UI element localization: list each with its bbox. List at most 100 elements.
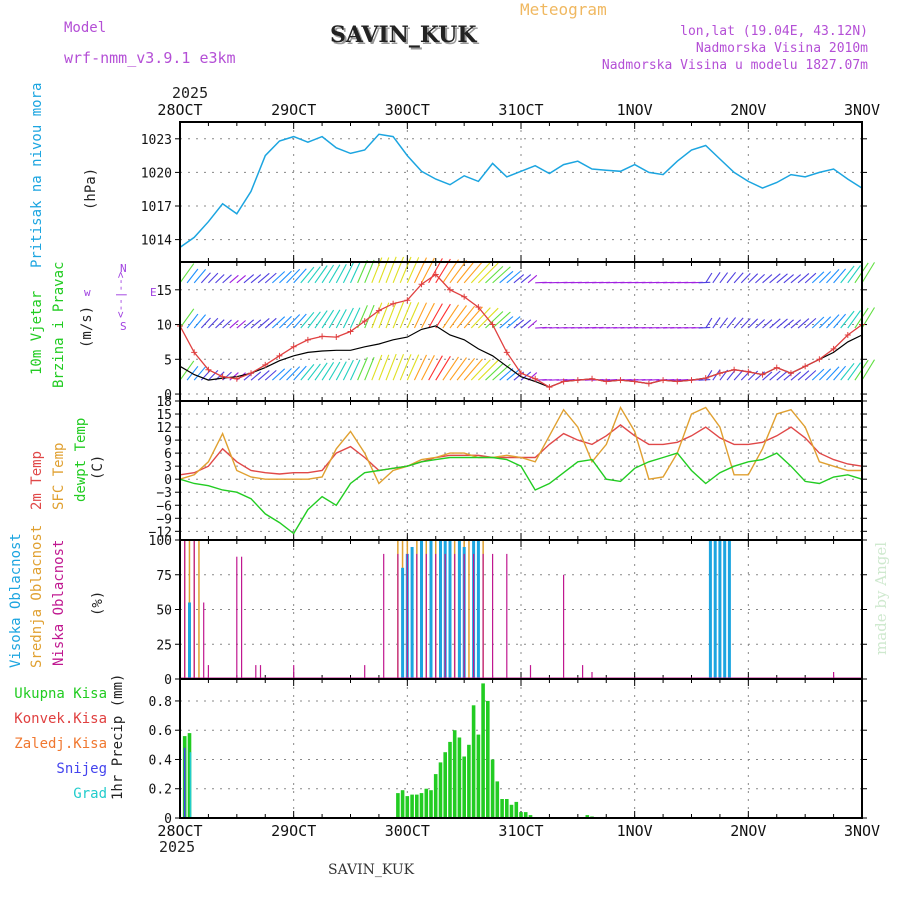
precip-total-bar bbox=[419, 793, 424, 818]
precip-total-bar bbox=[433, 774, 438, 818]
panel-frame bbox=[179, 678, 863, 819]
high-cloud-bar bbox=[401, 567, 405, 679]
wind-barb bbox=[847, 310, 861, 329]
wind-speed-marker bbox=[731, 366, 738, 373]
wind-barb bbox=[222, 319, 232, 329]
wind-barb bbox=[470, 307, 491, 329]
wind-barb bbox=[293, 365, 307, 381]
wind-barb bbox=[328, 264, 341, 284]
date-label-top: 29OCT bbox=[271, 101, 316, 119]
y-tick-label: 0 bbox=[164, 673, 172, 688]
low-cloud-bar bbox=[563, 574, 565, 680]
low-cloud-bar bbox=[364, 665, 366, 679]
precip-total-bar bbox=[519, 812, 523, 818]
high-cloud-bar bbox=[718, 540, 722, 679]
wind-barb bbox=[463, 358, 483, 381]
wind-barb bbox=[776, 318, 788, 329]
panel-frame bbox=[179, 121, 863, 263]
wind-barb bbox=[222, 274, 232, 284]
grad-bar bbox=[189, 752, 192, 818]
wind-barb bbox=[350, 307, 361, 329]
y-tick-label: 10 bbox=[156, 319, 172, 334]
wind-speed-marker bbox=[418, 281, 425, 288]
wind-barb bbox=[257, 370, 270, 381]
station-title: SAVIN_KUK bbox=[330, 22, 477, 48]
low-cloud-bar bbox=[833, 672, 835, 679]
wind-barb bbox=[179, 263, 195, 284]
grad-label: Grad bbox=[73, 786, 107, 802]
wind-barb bbox=[797, 370, 810, 381]
wind-barb bbox=[840, 265, 855, 284]
wind-barb bbox=[215, 274, 225, 284]
wind-barb bbox=[264, 272, 277, 284]
wind-barb bbox=[314, 310, 328, 329]
wind-speed-marker bbox=[518, 370, 524, 377]
wind-speed-marker bbox=[560, 378, 567, 385]
wind-barb bbox=[271, 316, 286, 329]
date-label-top: 31OCT bbox=[498, 101, 543, 119]
wind-barb bbox=[208, 370, 219, 381]
wind-barb bbox=[193, 269, 207, 284]
precip-total-bar bbox=[462, 756, 466, 818]
wind-barb bbox=[342, 262, 354, 284]
wind-barb bbox=[705, 317, 713, 329]
wind-barb bbox=[477, 359, 499, 381]
precip-total-bar bbox=[396, 793, 400, 818]
precip-total-bar bbox=[457, 737, 462, 818]
pressure-line bbox=[179, 133, 863, 249]
wind-speed-marker bbox=[475, 304, 482, 311]
wind-speed-marker bbox=[645, 380, 652, 387]
wind-speed-marker bbox=[446, 286, 453, 293]
low-cloud-bar bbox=[425, 553, 427, 679]
precip-total-bar bbox=[415, 794, 419, 818]
wind-speed-marker bbox=[290, 343, 297, 350]
wind-barb bbox=[321, 309, 335, 329]
compass-west: w bbox=[84, 286, 91, 299]
wind-speed-marker bbox=[375, 307, 382, 314]
y-tick-label: 1023 bbox=[141, 133, 172, 148]
wind-barb bbox=[399, 354, 412, 381]
wind-barb bbox=[421, 302, 435, 329]
wind-barb bbox=[513, 319, 525, 329]
wind-speed-marker bbox=[390, 300, 397, 307]
wind-barb bbox=[279, 270, 292, 284]
high-cloud-bar bbox=[429, 540, 433, 679]
low-cloud-bar bbox=[193, 540, 195, 679]
wind-barb bbox=[307, 363, 321, 381]
wind-barb bbox=[755, 273, 765, 284]
wind-barb bbox=[470, 262, 491, 284]
wind-barb bbox=[215, 319, 225, 329]
wind-barb bbox=[371, 302, 383, 329]
wind-barb bbox=[847, 362, 861, 381]
wind-barb bbox=[506, 316, 521, 329]
wind-barb bbox=[712, 271, 721, 284]
y-tick-label: 0.8 bbox=[149, 695, 172, 710]
panel-frame bbox=[179, 539, 863, 680]
wind-barb bbox=[449, 357, 467, 381]
wind-barb bbox=[392, 301, 405, 329]
wind-barb bbox=[250, 319, 262, 329]
precip-total-bar bbox=[467, 744, 471, 818]
wind-barb bbox=[456, 305, 476, 329]
wind-barb bbox=[733, 369, 744, 381]
wind-barb bbox=[513, 274, 525, 284]
low-cloud-bar bbox=[482, 553, 484, 679]
wind-barb bbox=[314, 362, 328, 381]
wind-barb bbox=[804, 317, 817, 329]
date-label-top: 30OCT bbox=[385, 101, 430, 119]
wind-speed-marker bbox=[660, 377, 667, 384]
wind-barb bbox=[271, 368, 286, 381]
y-tick-label: 12 bbox=[156, 421, 172, 436]
wind-speed-marker bbox=[802, 363, 809, 370]
date-label-top: 1NOV bbox=[617, 101, 653, 119]
year-bottom: 2025 bbox=[159, 838, 196, 856]
wind-barb bbox=[477, 307, 499, 329]
wind-barb bbox=[406, 302, 420, 329]
y-tick-label: 6 bbox=[164, 447, 172, 462]
precip-conv-label: Konvek.Kisa bbox=[14, 711, 107, 727]
wind-barb bbox=[520, 371, 532, 381]
sfctemp-line bbox=[179, 405, 862, 485]
low-cloud-bar bbox=[435, 553, 437, 679]
wind-barb bbox=[250, 274, 262, 284]
